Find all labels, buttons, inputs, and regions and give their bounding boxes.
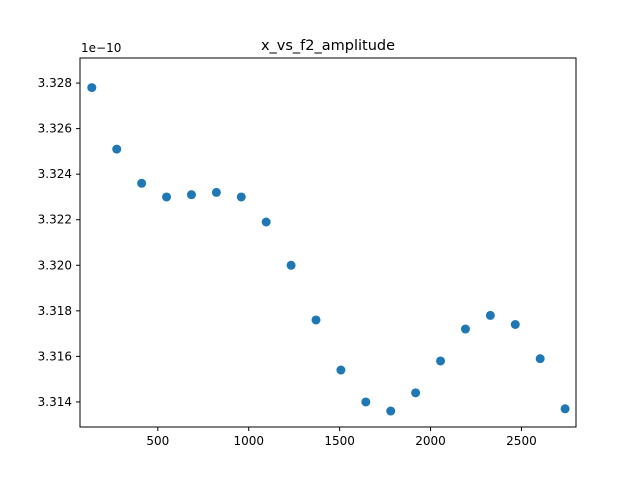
data-point [436,356,446,366]
data-point [460,324,470,334]
x-tick-label: 2000 [415,434,446,448]
data-point [186,190,196,200]
data-point [560,404,570,414]
data-point [137,178,147,188]
y-tick-label: 3.316 [38,349,72,363]
data-points [87,83,570,416]
data-point [286,260,296,270]
y-tick-label: 3.324 [38,167,72,181]
data-point [411,388,421,398]
axes: 500 1000 1500 2000 2500 3.314 3.316 3.318 3.320 3… [38,76,537,448]
data-point [236,192,246,202]
y-tick-label: 3.322 [38,213,72,227]
y-tick-label: 3.320 [38,258,72,272]
x-tick-label: 500 [146,434,169,448]
data-point [112,144,122,154]
data-point [261,217,271,227]
chart-title: x_vs_f2_amplitude [261,38,395,54]
plot-frame [79,57,577,428]
data-point [211,187,221,197]
data-point [535,354,545,364]
x-tick-label: 1000 [233,434,264,448]
y-tick-label: 3.318 [38,304,72,318]
y-axis-scale-label: 1e−10 [81,41,121,55]
data-point [510,320,520,329]
y-tick-label: 3.326 [38,122,72,136]
y-tick-label: 3.314 [38,395,72,409]
data-point [162,192,172,202]
y-tick-label: 3.328 [38,76,72,90]
x-tick-label: 2500 [506,434,537,448]
data-point [336,365,346,375]
data-point [485,310,495,320]
data-point [311,315,321,325]
x-tick-label: 1500 [324,434,355,448]
data-point [87,83,97,93]
data-point [386,406,396,416]
data-point [361,397,371,407]
